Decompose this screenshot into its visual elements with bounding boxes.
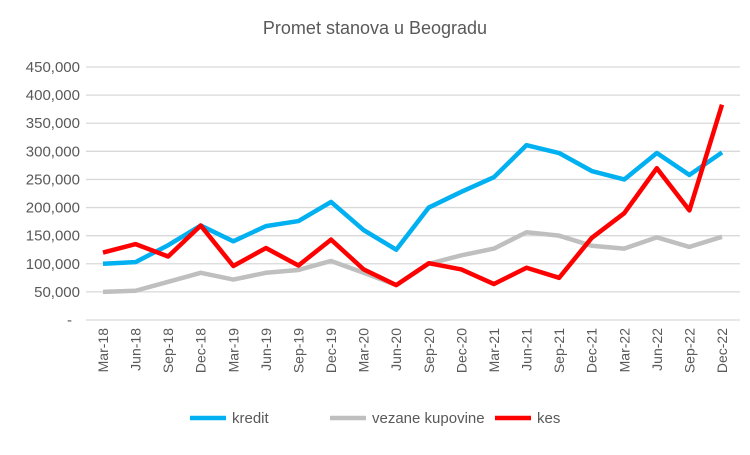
- series-line-kredit: [102, 142, 724, 267]
- x-tick-label: Sep-19: [290, 328, 306, 373]
- y-tick-label: 450,000: [26, 59, 80, 76]
- x-tick-label: Sep-20: [421, 328, 437, 373]
- x-tick-label: Mar-18: [95, 328, 111, 373]
- x-tick-label: Jun-21: [519, 328, 535, 371]
- y-tick-label: 50,000: [34, 284, 80, 301]
- y-tick-label: 150,000: [26, 228, 80, 245]
- x-tick-label: Dec-18: [193, 328, 209, 373]
- x-tick-label: Dec-21: [584, 328, 600, 373]
- x-tick-label: Dec-19: [323, 328, 339, 373]
- y-tick-label: 100,000: [26, 256, 80, 273]
- x-tick-label: Sep-21: [551, 328, 567, 373]
- x-tick-label: Dec-20: [453, 328, 469, 373]
- y-tick-label: 350,000: [26, 115, 80, 132]
- x-tick-label: Mar-21: [486, 328, 502, 373]
- chart-title: Promet stanova u Beogradu: [263, 18, 487, 38]
- x-tick-label: Mar-20: [356, 328, 372, 373]
- x-tick-label: Sep-22: [681, 328, 697, 373]
- x-tick-label: Mar-22: [616, 328, 632, 373]
- x-tick-label: Jun-19: [258, 328, 274, 371]
- x-tick-label: Jun-18: [128, 328, 144, 371]
- legend-label: kredit: [232, 410, 270, 427]
- series-line-kes: [102, 104, 725, 288]
- x-tick-label: Dec-22: [714, 328, 730, 373]
- y-tick-label: -: [67, 312, 72, 329]
- x-tick-label: Mar-19: [225, 328, 241, 373]
- legend-label: vezane kupovine: [372, 410, 485, 427]
- series-line-vezane-kupovine: [102, 230, 723, 295]
- x-tick-label: Jun-20: [388, 328, 404, 371]
- y-tick-label: 400,000: [26, 87, 80, 104]
- x-tick-label: Jun-22: [649, 328, 665, 371]
- y-tick-label: 300,000: [26, 143, 80, 160]
- y-tick-label: 200,000: [26, 200, 80, 217]
- y-tick-label: 250,000: [26, 171, 80, 188]
- legend-label: kes: [537, 410, 560, 427]
- x-tick-label: Sep-18: [160, 328, 176, 373]
